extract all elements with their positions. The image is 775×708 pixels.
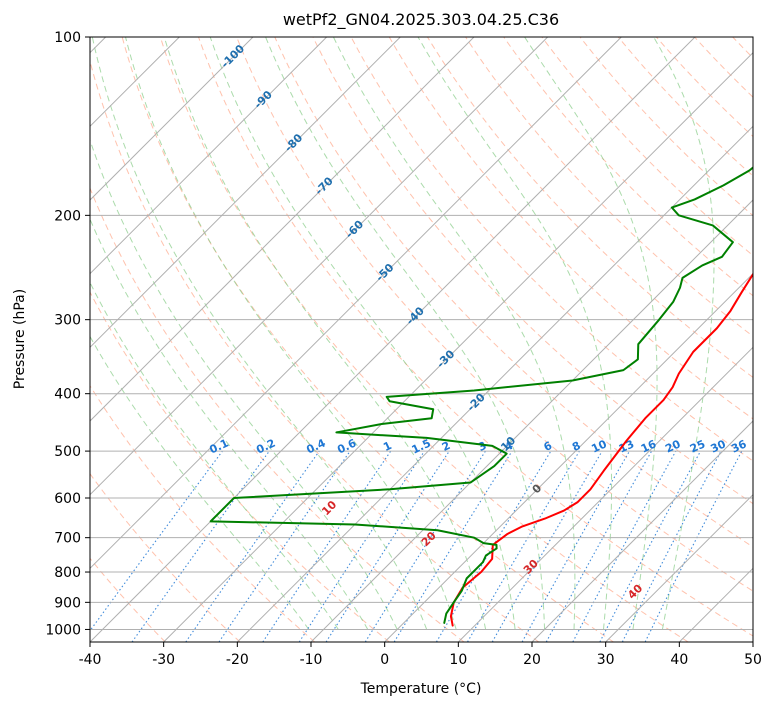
mixing-ratio-line [491, 450, 603, 642]
skewed-isotherms [90, 37, 753, 642]
moist-adiabat-line [653, 37, 715, 630]
x-tick-label: 30 [597, 652, 615, 668]
moist-adiabat-line [125, 37, 457, 630]
dry-adiabats [90, 37, 753, 642]
mixing-ratio-line [521, 450, 630, 642]
moist-adiabat-line [524, 37, 658, 630]
mixing-ratio-line [185, 450, 320, 642]
x-tick-label: 20 [523, 652, 541, 668]
y-tick-label: 1000 [45, 622, 81, 638]
dry-adiabat-line [90, 59, 540, 642]
dry-adiabat-line [90, 291, 390, 642]
isotherm-line [310, 199, 753, 642]
dry-adiabat-line [426, 37, 753, 378]
x-tick-label: -10 [300, 652, 323, 668]
dry-adiabat-line [312, 37, 753, 505]
mixing-ratio-label: 25 [688, 437, 707, 455]
y-tick-label: 500 [54, 444, 81, 460]
y-tick-label: 400 [54, 387, 81, 403]
x-tick-label: 40 [670, 652, 688, 668]
isotherm-line [90, 37, 622, 570]
mixing-ratio-line [435, 450, 552, 642]
y-tick-label: 200 [54, 208, 81, 224]
mixing-ratio-line [364, 450, 486, 642]
isotherm-line [90, 37, 549, 496]
x-axis-title: Temperature (°C) [360, 681, 482, 697]
dry-adiabat-line [159, 37, 689, 642]
mixing-ratio-line [90, 450, 223, 632]
isotherm-line [90, 37, 475, 422]
y-tick-label: 700 [54, 531, 81, 547]
sounding-profiles [209, 166, 753, 627]
x-tick-label: -20 [226, 652, 249, 668]
x-tick-label: 10 [449, 652, 467, 668]
moist-adiabat-line [90, 138, 398, 630]
y-axis-title: Pressure (hPa) [12, 289, 28, 389]
y-tick-label: 300 [54, 313, 81, 329]
mixing-ratio-line [131, 450, 270, 642]
moist-adiabat-line [163, 37, 487, 630]
chart-title: wetPf2_GN04.2025.303.04.25.C36 [283, 10, 559, 30]
dewpoint-profile-line [209, 166, 753, 624]
mixing-ratio-label: 36 [729, 437, 749, 455]
mixing-ratio-line [218, 450, 351, 642]
x-tick-label: -30 [152, 652, 175, 668]
plot-frame [89, 36, 754, 643]
isotherm-line [531, 420, 753, 642]
mixing-ratio-line [325, 450, 450, 642]
isotherm-line [90, 37, 696, 642]
mixing-ratio-label: 16 [639, 437, 659, 455]
dry-adiabat-line [236, 37, 753, 592]
dry-adiabat-line [90, 384, 316, 642]
mixing-ratio-label: 10 [589, 437, 609, 455]
x-tick-label: 0 [380, 652, 389, 668]
mixing-ratio-label: 13 [617, 437, 636, 455]
y-tick-label: 600 [54, 491, 81, 507]
y-tick-label: 900 [54, 595, 81, 611]
y-axis-ticks: 100 200 300 400 500 600 700 800 900 1000 [45, 30, 90, 638]
dry-adiabat-line [121, 37, 614, 642]
isotherm-line [236, 125, 753, 642]
x-tick-label: -40 [79, 652, 102, 668]
x-axis-ticks: -40 -30 -20 -10 0 10 20 30 40 50 [79, 642, 762, 668]
moist-adiabat-line [90, 217, 369, 630]
isotherm-line [90, 37, 328, 275]
moist-adiabat-line [91, 37, 428, 630]
y-tick-label: 100 [54, 30, 81, 46]
y-tick-label: 800 [54, 565, 81, 581]
mixing-ratio-line [467, 450, 580, 642]
dry-adiabat-line [503, 37, 753, 297]
mixing-ratio-line [393, 450, 513, 642]
pressure-gridlines [90, 37, 753, 630]
isotherm-line [605, 493, 753, 642]
isotherm-line [163, 51, 753, 642]
moist-adiabat-line [90, 335, 310, 630]
mixing-ratio-line [572, 450, 677, 642]
isotherm-line [90, 37, 254, 201]
dry-adiabat-line [198, 37, 753, 637]
isotherm-line [90, 37, 401, 349]
dry-adiabat-line [388, 37, 753, 420]
x-tick-label: 50 [744, 652, 762, 668]
mixing-ratio-label: 30 [709, 437, 729, 455]
moist-adiabat-line [417, 37, 613, 630]
moist-adiabat-line [265, 37, 546, 630]
moist-adiabat-line [90, 281, 339, 630]
mixing-ratio-label: 20 [663, 437, 683, 455]
moist-adiabat-line [209, 37, 516, 630]
isotherm-line [457, 346, 753, 642]
dry-adiabat-line [274, 37, 753, 548]
dry-adiabat-line [90, 186, 465, 642]
isotherm-line [384, 272, 753, 642]
dry-adiabat-line [617, 37, 753, 177]
